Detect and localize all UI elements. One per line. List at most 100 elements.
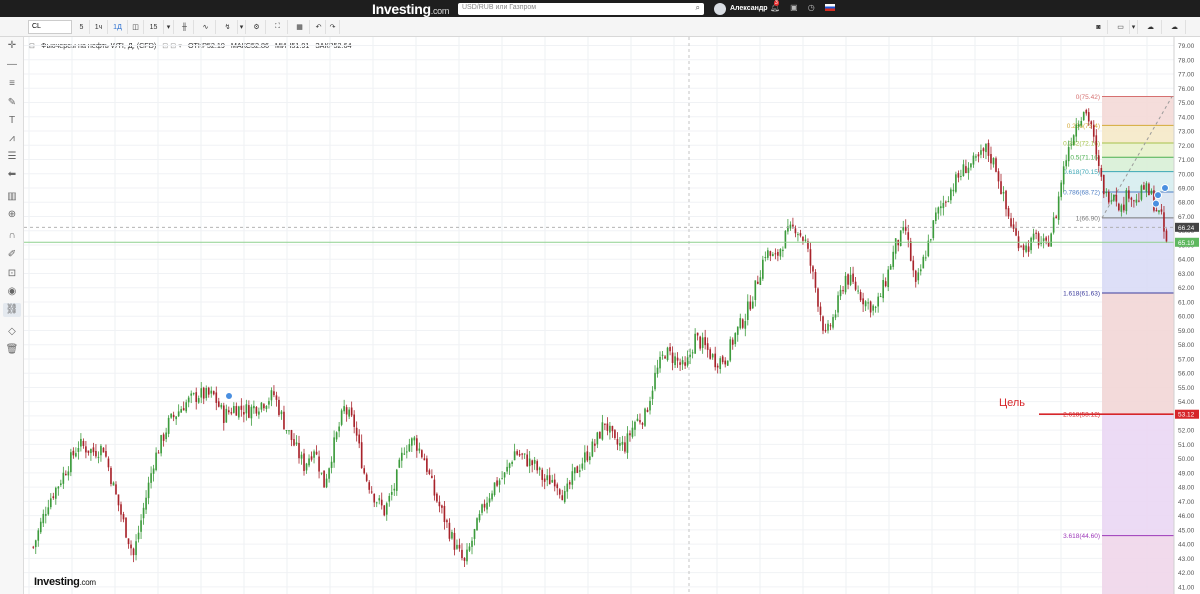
candle-body <box>824 329 827 332</box>
search-input[interactable]: USD/RUB или Газпром ⌕ <box>458 3 704 15</box>
candle-body <box>995 158 997 172</box>
interval-1d[interactable]: 1Д <box>108 20 128 34</box>
candle-body <box>182 408 185 411</box>
zoom-icon[interactable]: ⊕ <box>7 209 17 220</box>
candle-body <box>789 224 792 229</box>
candle-body <box>436 493 438 502</box>
layout-icon[interactable]: ▭ <box>1112 20 1130 34</box>
candle-body <box>992 158 995 165</box>
candle-body <box>912 260 915 271</box>
clock-icon[interactable]: ◷ <box>807 3 815 12</box>
candle-body <box>822 316 824 331</box>
lines-icon[interactable]: ≡ <box>9 78 15 89</box>
candle-body <box>556 484 559 489</box>
fib-zone <box>1102 535 1174 594</box>
candle-body <box>975 156 977 158</box>
candle-body <box>857 290 859 292</box>
candle-body <box>1085 109 1088 114</box>
candle-body <box>180 409 183 413</box>
candle-body <box>408 444 411 452</box>
candle-body <box>669 346 671 352</box>
pencil-lock-icon[interactable]: ✐ <box>7 249 17 260</box>
indicators-icon[interactable]: ∿ <box>196 20 216 34</box>
candles-icon[interactable]: ╫ <box>176 20 194 34</box>
candle-body <box>338 426 340 432</box>
arrow-icon[interactable]: ⬅ <box>7 169 17 180</box>
chevron-down-icon[interactable]: ▾ <box>238 20 246 34</box>
text-icon[interactable]: T <box>8 115 16 126</box>
target-annotation[interactable]: Цель <box>999 397 1026 409</box>
candle-body <box>1135 199 1138 203</box>
search-icon[interactable]: ⌕ <box>695 3 700 12</box>
candle-body <box>819 306 822 315</box>
fullscreen-icon[interactable]: ⛶ <box>268 20 288 34</box>
interval-15-icon[interactable]: ◫ <box>128 20 144 34</box>
candle-body <box>175 416 177 420</box>
brush-icon[interactable]: ✎ <box>7 97 17 108</box>
investing-logo[interactable]: Investing.com <box>372 1 450 17</box>
fib-trend-line <box>1101 96 1173 219</box>
bell-icon[interactable]: 🔔︎ 3 <box>770 0 781 12</box>
trash-icon[interactable]: 🗑︎ <box>5 344 19 355</box>
candle-body <box>405 451 408 453</box>
candle-body <box>523 453 526 455</box>
cloud-icon[interactable]: ☁ <box>1140 20 1162 34</box>
candle-body <box>809 249 812 266</box>
chevron-down-icon[interactable]: ▾ <box>1130 20 1138 34</box>
link-icon[interactable]: ⛓ <box>3 303 21 317</box>
candle-body <box>751 301 754 309</box>
user-menu[interactable]: Александр <box>714 2 768 15</box>
interval-1h[interactable]: 1ч <box>90 20 108 34</box>
chevron-down-icon[interactable]: ▾ <box>164 20 174 34</box>
candle-body <box>734 333 737 345</box>
candle-body <box>433 479 436 496</box>
undo-icon[interactable]: ↶ <box>312 20 326 34</box>
portfolio-icon[interactable]: ▣ <box>790 3 798 12</box>
cloud-upload-icon[interactable]: ☁ <box>1164 20 1186 34</box>
candle-body <box>1012 224 1015 229</box>
candle-body <box>839 289 842 297</box>
candle-body <box>293 439 295 446</box>
candle-body <box>388 495 391 502</box>
fib-zone <box>1102 217 1174 293</box>
candle-body <box>651 390 654 400</box>
candle-body <box>1158 210 1160 213</box>
pattern-icon[interactable]: ⩘ <box>9 133 15 144</box>
candle-body <box>960 175 962 177</box>
compare-icon[interactable]: ↯ <box>218 20 238 34</box>
camera-icon[interactable]: ◙ <box>1090 20 1108 34</box>
price-tick-label: 72.00 <box>1178 143 1195 150</box>
interval-5[interactable]: 5 <box>74 20 90 34</box>
price-tick-label: 56.00 <box>1178 371 1195 378</box>
lock-icon[interactable]: ⊡ <box>7 268 17 279</box>
candle-body <box>922 256 925 269</box>
language-flag-icon[interactable] <box>824 4 835 11</box>
crosshair-icon[interactable]: ✛ <box>7 40 17 51</box>
candle-body <box>1118 203 1120 211</box>
candle-body <box>792 224 794 227</box>
price-chart[interactable]: 0(75.42) 0.236(73.4) 0.382(72.16) 0.5(71.16… <box>24 37 1200 594</box>
measure-icon[interactable]: ▥ <box>7 191 17 202</box>
candle-body <box>167 417 170 434</box>
fibonacci-icon[interactable]: ☰ <box>7 151 17 162</box>
price-tick-label: 44.00 <box>1178 542 1195 549</box>
gear-icon[interactable]: ⚙ <box>248 20 266 34</box>
magnet-icon[interactable]: ∩ <box>8 230 16 241</box>
redo-icon[interactable]: ↷ <box>326 20 340 34</box>
templates-icon[interactable]: ▦ <box>290 20 310 34</box>
candle-body <box>385 503 388 515</box>
horizontal-line-icon[interactable]: — <box>7 59 17 70</box>
candle-body <box>1010 218 1012 227</box>
layers-icon[interactable]: ◇ <box>8 326 16 337</box>
symbol-input[interactable]: CL <box>28 20 72 34</box>
candle-body <box>488 498 491 503</box>
interval-custom[interactable]: 15 <box>144 20 164 34</box>
candle-body <box>799 233 802 236</box>
candle-body <box>892 251 895 267</box>
candle-body <box>270 390 273 401</box>
candle-body <box>120 504 122 515</box>
candle-body <box>72 450 75 456</box>
candle-body <box>77 448 80 452</box>
eye-icon[interactable]: ◉ <box>7 286 17 297</box>
candle-body <box>656 367 659 375</box>
